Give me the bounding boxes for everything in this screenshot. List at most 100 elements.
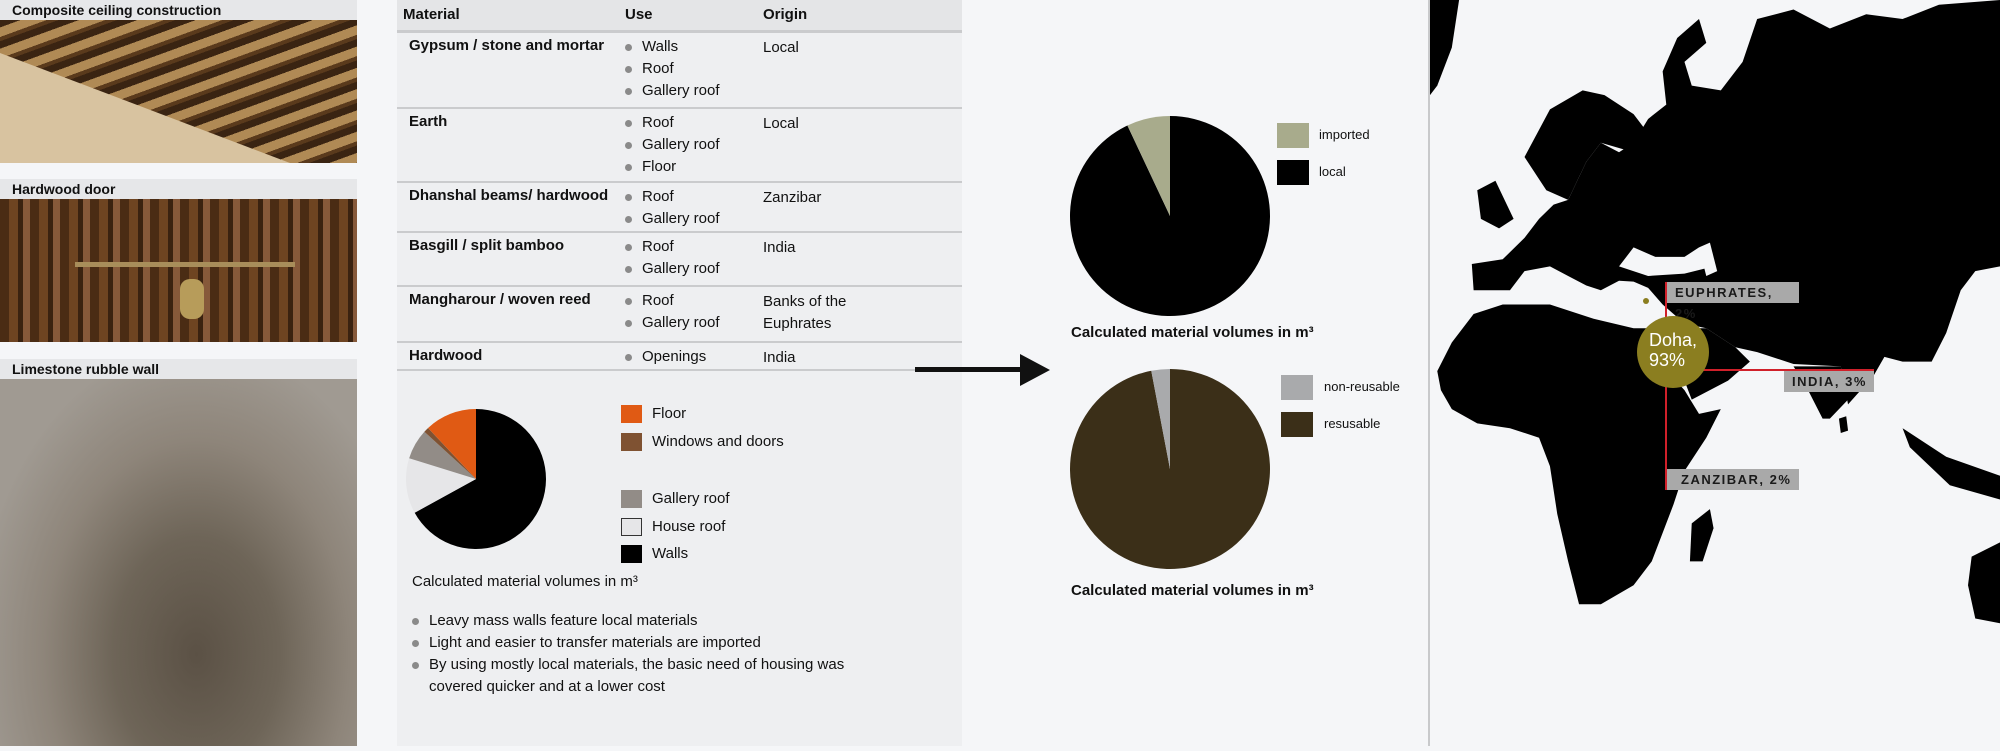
origin-pie-chart xyxy=(1070,116,1270,316)
pie-slice-walls xyxy=(414,409,546,549)
pie-caption: Calculated material volumes in m³ xyxy=(1071,324,1314,341)
row-divider xyxy=(397,369,962,371)
photo-caption: Composite ceiling construction xyxy=(0,0,357,20)
use-item: Gallery roof xyxy=(625,259,720,281)
column-header-use: Use xyxy=(625,6,653,23)
use-item: Walls xyxy=(625,37,720,59)
legend-label: Walls xyxy=(652,545,689,562)
world-map xyxy=(1428,0,2000,746)
doha-share: 93% xyxy=(1649,350,1686,370)
row-divider xyxy=(397,107,962,109)
legend-label: Windows and doors xyxy=(652,433,784,450)
use-list: Roof Gallery roof Floor xyxy=(625,113,720,179)
arrow-right-icon xyxy=(1020,354,1050,386)
use-item: Openings xyxy=(625,347,706,369)
origin-value: India xyxy=(763,239,796,256)
legend-label: imported xyxy=(1319,127,1370,142)
britain-shape xyxy=(1477,180,1514,229)
legend-label: House roof xyxy=(652,518,726,535)
table-row: Mangharour / woven reed Roof Gallery roof B… xyxy=(397,287,962,341)
zanzibar-label: ZANZIBAR, 2% xyxy=(1667,469,1799,490)
greenland-shape xyxy=(1430,0,1460,96)
use-item: Roof xyxy=(625,59,720,81)
use-item: Roof xyxy=(625,291,720,313)
origin-value: Local xyxy=(763,39,799,56)
indonesia-shape xyxy=(1902,428,2000,500)
use-item: Floor xyxy=(625,157,720,179)
legend-label: Gallery roof xyxy=(652,490,730,507)
euphrates-label: EUPHRATES, 2% xyxy=(1667,282,1799,321)
origin-value: Zanzibar xyxy=(763,189,822,206)
material-name: Basgill / split bamboo xyxy=(409,237,565,254)
use-item: Roof xyxy=(625,187,720,209)
note-item: Light and easier to transfer materials a… xyxy=(412,632,869,654)
material-name: Hardwood xyxy=(409,347,483,364)
row-divider xyxy=(397,231,962,233)
table-row: Dhanshal beams/ hardwood Roof Gallery roof… xyxy=(397,183,962,231)
photo-caption: Hardwood door xyxy=(0,179,357,199)
australia-shape xyxy=(1968,542,2000,624)
rubble-wall-photo xyxy=(0,379,357,746)
door-photo xyxy=(0,199,357,342)
eurasia-shape xyxy=(1471,0,2000,405)
row-divider xyxy=(397,341,962,343)
row-divider xyxy=(397,285,962,287)
use-item: Gallery roof xyxy=(625,209,720,231)
black-sea-shape xyxy=(1619,247,1714,276)
table-row: Basgill / split bamboo Roof Gallery roof In… xyxy=(397,233,962,285)
legend-label: local xyxy=(1319,164,1346,179)
reusability-pie-chart xyxy=(1070,369,1270,569)
notes-list: Leavy mass walls feature local materials… xyxy=(412,610,869,698)
connector-line-india xyxy=(1700,369,1874,371)
material-volume-pie-chart xyxy=(406,409,546,549)
use-list: Roof Gallery roof xyxy=(625,187,720,231)
caspian-sea-shape xyxy=(1699,242,1718,276)
use-list: Roof Gallery roof xyxy=(625,237,720,281)
column-header-origin: Origin xyxy=(763,6,808,23)
pie-slice-imported xyxy=(1127,116,1170,216)
madagascar-shape xyxy=(1689,509,1714,562)
use-list: Openings xyxy=(625,347,706,369)
origin-value: Banks of the Euphrates xyxy=(763,293,847,332)
material-name: Earth xyxy=(409,113,448,130)
sri-lanka-shape xyxy=(1838,416,1849,433)
legend-swatch xyxy=(621,433,642,451)
arrow-shaft xyxy=(915,367,1025,372)
legend-swatch xyxy=(621,405,642,423)
legend-swatch xyxy=(621,490,642,508)
legend-label: resusable xyxy=(1324,416,1381,431)
legend-label: Floor xyxy=(652,405,687,422)
material-name: Dhanshal beams/ hardwood xyxy=(409,187,609,204)
use-item: Roof xyxy=(625,237,720,259)
doha-label: Doha, xyxy=(1649,330,1698,350)
legend-swatch xyxy=(1281,412,1313,437)
legend-swatch xyxy=(621,518,642,536)
pie-slice-floor xyxy=(428,409,476,479)
material-name: Mangharour / woven reed xyxy=(409,291,591,308)
column-header-material: Material xyxy=(403,6,460,23)
legend-swatch xyxy=(1277,123,1309,148)
origin-value: India xyxy=(763,349,796,366)
continents-map xyxy=(1430,0,2000,624)
ceiling-photo xyxy=(0,20,357,163)
note-item: By using mostly local materials, the bas… xyxy=(412,654,869,698)
pie-slice-house-roof xyxy=(406,458,476,513)
note-item: Leavy mass walls feature local materials xyxy=(412,610,869,632)
use-list: Roof Gallery roof xyxy=(625,291,720,335)
use-list: Walls Roof Gallery roof xyxy=(625,37,720,103)
use-item: Gallery roof xyxy=(625,313,720,335)
pie-caption: Calculated material volumes in m³ xyxy=(412,573,638,590)
use-item: Roof xyxy=(625,113,720,135)
pie-slice-non-reusable xyxy=(1151,369,1170,469)
legend-swatch xyxy=(1277,160,1309,185)
table-row: Hardwood Openings India xyxy=(397,343,962,369)
scandinavia-shape xyxy=(1524,90,1649,200)
doha-marker: Doha, 93% xyxy=(1637,316,1709,388)
pie-slice-windows-and-doors xyxy=(424,427,476,479)
origin-dot xyxy=(1643,298,1649,304)
use-item: Gallery roof xyxy=(625,135,720,157)
use-item: Gallery roof xyxy=(625,81,720,103)
pie-caption: Calculated material volumes in m³ xyxy=(1071,582,1314,599)
origin-value: Local xyxy=(763,115,799,132)
legend-swatch xyxy=(621,545,642,563)
